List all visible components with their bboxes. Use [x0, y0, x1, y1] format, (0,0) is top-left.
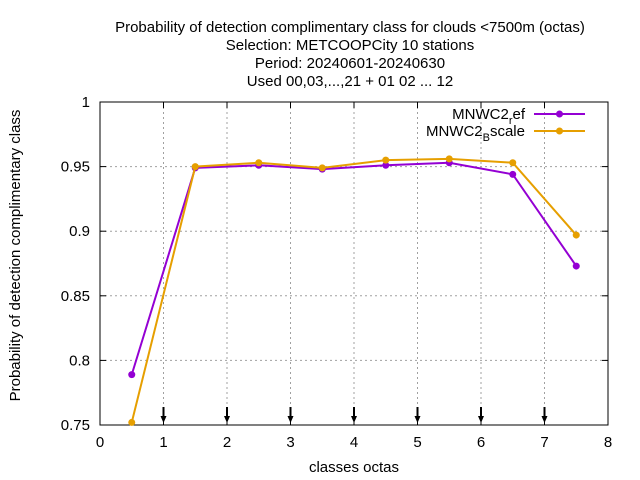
chart-title: Probability of detection complimentary c…: [115, 19, 585, 90]
x-tick-label: 6: [477, 434, 485, 451]
series-layer: [128, 155, 580, 426]
title-line: Used 00,03,...,21 + 01 02 ... 12: [247, 73, 453, 90]
x-tick-label: 5: [413, 434, 421, 451]
x-tick-label: 2: [223, 434, 231, 451]
data-point: [318, 164, 326, 172]
legend-label: MNWC2Bscale: [426, 123, 525, 144]
x-tick-label: 4: [350, 434, 358, 451]
y-tick-label: 1: [82, 94, 90, 111]
series-line: [130, 157, 578, 423]
data-point: [382, 156, 390, 164]
title-line: Probability of detection complimentary c…: [115, 19, 585, 36]
title-line: Period: 20240601-20240630: [255, 55, 445, 72]
series-2: [128, 155, 580, 426]
x-axis-label: classes octas: [309, 459, 399, 476]
y-axis-label: Probability of detection complimentary c…: [7, 110, 24, 402]
x-tick-label: 3: [286, 434, 294, 451]
grid-lines: [100, 102, 608, 425]
data-point: [509, 170, 517, 178]
data-point: [572, 231, 580, 239]
axis-ticks: 0 1 2 3 4 5 6 7 8 0.75 0.8 0.85 0.9 0.95 1: [61, 94, 612, 451]
x-tick-label: 1: [159, 434, 167, 451]
data-point: [191, 163, 199, 171]
data-point: [572, 262, 580, 270]
y-tick-label: 0.85: [61, 288, 90, 305]
data-point: [382, 161, 390, 169]
legend-label: MNWC2ref: [452, 106, 526, 127]
data-point: [445, 155, 453, 163]
legend-item: MNWC2Bscale: [426, 123, 585, 144]
title-line: Selection: METCOOPCity 10 stations: [226, 37, 474, 54]
x-tick-label: 7: [540, 434, 548, 451]
data-point: [128, 371, 136, 379]
data-point: [255, 159, 263, 167]
data-point: [128, 418, 136, 426]
series-line: [130, 161, 578, 375]
y-tick-label: 0.75: [61, 417, 90, 434]
data-point: [509, 159, 517, 167]
y-tick-label: 0.8: [69, 352, 90, 369]
legend-swatch-point: [556, 110, 563, 118]
legend-item: MNWC2ref: [452, 106, 585, 127]
y-tick-label: 0.95: [61, 159, 90, 176]
y-tick-label: 0.9: [69, 223, 90, 240]
x-tick-label: 0: [96, 434, 104, 451]
legend-swatch-point: [556, 127, 563, 135]
x-tick-label: 8: [604, 434, 612, 451]
